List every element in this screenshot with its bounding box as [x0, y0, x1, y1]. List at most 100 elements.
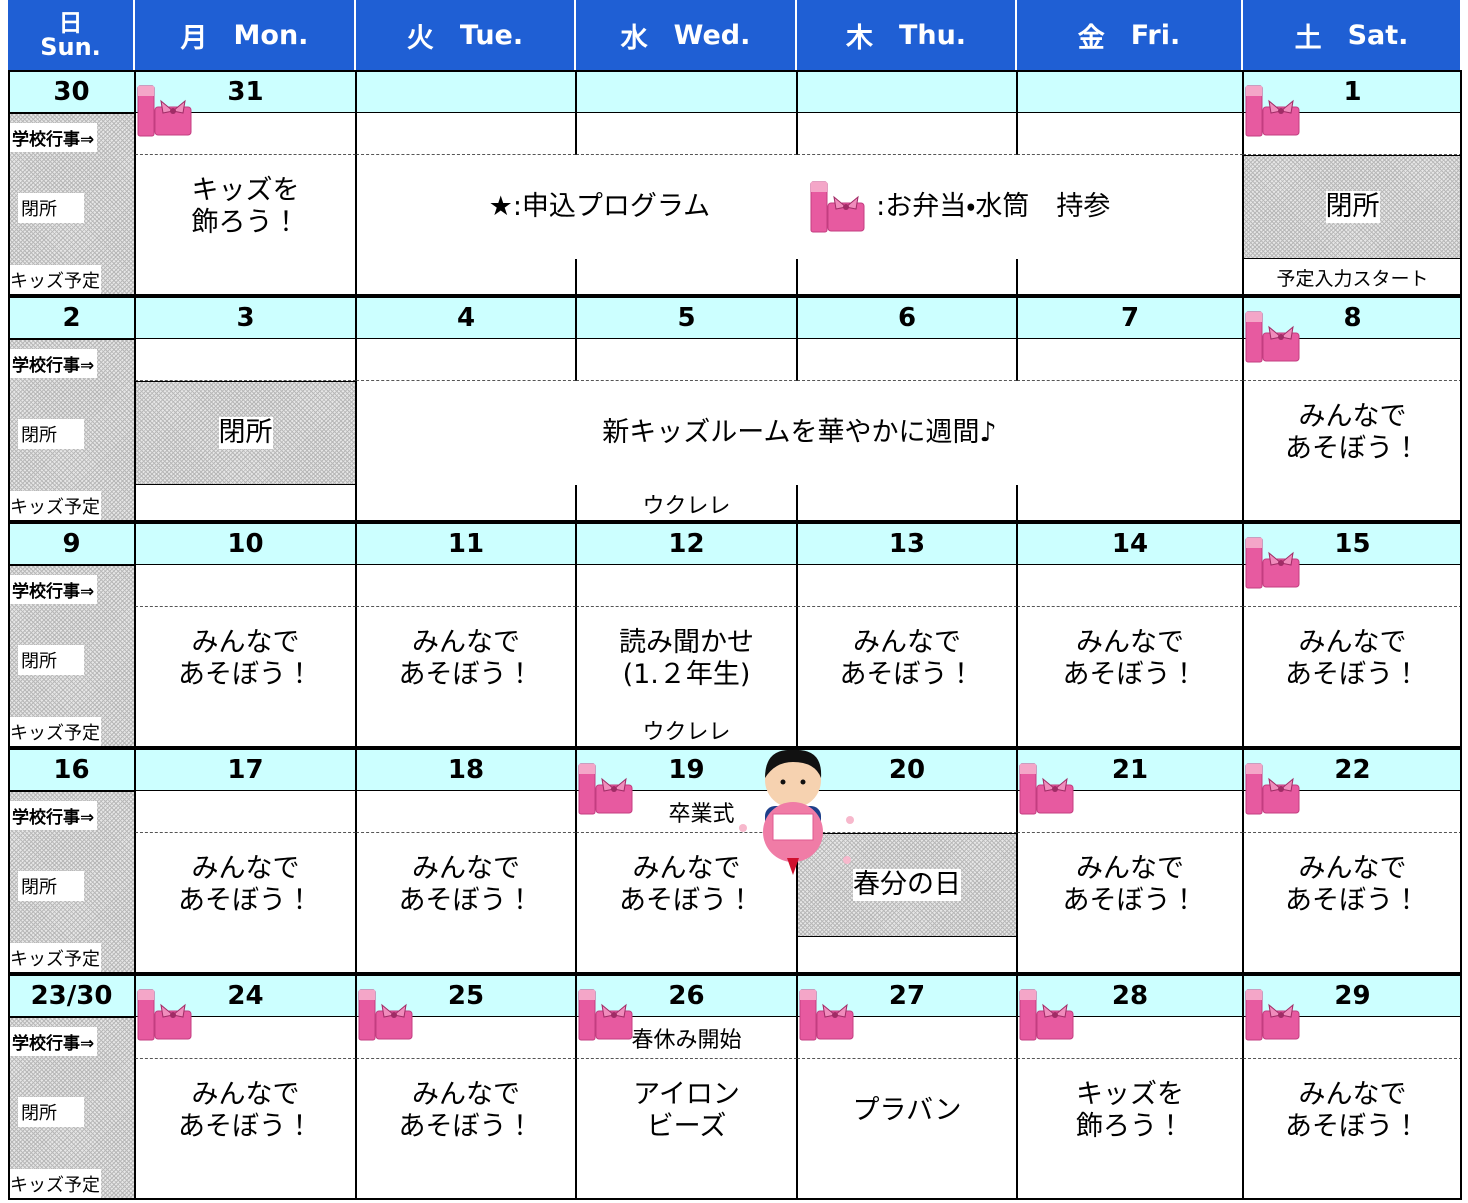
activity-cell: みんなで あそぼう！	[1017, 833, 1243, 937]
activity-cell: みんなで あそぼう！	[356, 1059, 576, 1163]
activity: みんなで あそぼう！	[619, 852, 754, 916]
closed-label: 閉所	[18, 645, 84, 675]
date: 22	[1334, 754, 1371, 785]
kids-cell: 予定入力スタート	[1243, 259, 1462, 296]
school-cell	[135, 791, 356, 833]
school-cell	[797, 565, 1017, 607]
activity: みんなで あそぼう！	[398, 852, 534, 916]
school-cell	[135, 339, 356, 381]
kids-cell: ウクレレ	[576, 711, 797, 748]
kids-cell	[356, 485, 576, 522]
date-cell: 14	[1017, 522, 1243, 565]
date-cell: 12	[576, 522, 797, 565]
date-cell: 17	[135, 748, 356, 791]
kids-label: キッズ予定	[9, 943, 101, 973]
activity: みんなで あそぼう！	[1062, 852, 1198, 916]
date: 13	[888, 528, 926, 559]
date-cell	[797, 70, 1017, 113]
date: 26	[668, 980, 705, 1011]
day-kanji: 土	[1294, 22, 1322, 54]
activity: キッズを 飾ろう！	[191, 174, 300, 238]
activity: キッズを 飾ろう！	[1076, 1078, 1184, 1142]
day-english: Thu.	[898, 19, 967, 51]
school-cell	[576, 339, 797, 381]
date-cell: 2	[8, 296, 135, 339]
bento-icon	[1245, 311, 1301, 363]
closed-label: 閉所	[18, 871, 84, 901]
bento-icon	[578, 763, 634, 815]
date-cell: 13	[797, 522, 1017, 565]
kids-cell: ウクレレ	[576, 485, 797, 522]
day-kanji: 火	[406, 22, 434, 54]
day-kanji: 水	[620, 22, 648, 54]
date: 11	[447, 528, 485, 559]
kids-label: キッズ予定	[9, 265, 101, 295]
date: 30	[53, 76, 90, 107]
date-cell: 6	[797, 296, 1017, 339]
kids-cell	[1017, 711, 1243, 748]
date-cell: 11	[356, 522, 576, 565]
bento-icon	[1245, 989, 1301, 1041]
activity: みんなで あそぼう！	[178, 852, 313, 916]
kids-cell	[135, 1163, 356, 1200]
date: 23/30	[30, 980, 113, 1011]
day-english: Sat.	[1347, 19, 1409, 51]
kids-cell	[1017, 485, 1243, 522]
activity-cell: プラバン	[797, 1059, 1017, 1163]
activity-cell: みんなで あそぼう！	[356, 607, 576, 711]
kids-cell	[135, 485, 356, 522]
date: 12	[668, 528, 705, 559]
kids-cell	[356, 1163, 576, 1200]
school-event: 春休み開始	[631, 1027, 742, 1053]
legend-program: ★:申込プログラム	[488, 190, 711, 222]
school-event: 卒業式	[668, 801, 735, 827]
school-cell	[356, 339, 576, 381]
bento-icon	[1245, 537, 1301, 589]
day-header: 土 Sat.	[1243, 0, 1462, 70]
kids-cell	[135, 937, 356, 974]
day-header: 火 Tue.	[356, 0, 576, 70]
bento-icon	[1245, 85, 1301, 137]
activity-cell: みんなで あそぼう！	[135, 607, 356, 711]
bento-icon	[137, 989, 193, 1041]
activity-cell: 読み聞かせ (1.２年生)	[576, 607, 797, 711]
day-english: Mon.	[233, 19, 309, 51]
date-cell: 27	[797, 974, 1017, 1017]
day-header: 水 Wed.	[576, 0, 797, 70]
date-cell: 9	[8, 522, 135, 565]
activity-cell: みんなで あそぼう！	[1243, 833, 1462, 937]
closed-label: 閉所	[18, 419, 84, 449]
day-english: Wed.	[673, 19, 751, 51]
activity-cell: 春分の日	[797, 833, 1017, 937]
date-cell: 8	[1243, 296, 1462, 339]
date-cell: 7	[1017, 296, 1243, 339]
date: 16	[53, 754, 90, 785]
school-cell	[356, 113, 576, 155]
kids-label: キッズ予定	[9, 491, 101, 521]
activity-cell: みんなで あそぼう！	[1017, 607, 1243, 711]
date: 24	[227, 980, 264, 1011]
bento-icon	[1019, 763, 1075, 815]
date-cell: 26	[576, 974, 797, 1017]
kids-cell	[1243, 485, 1462, 522]
bento-icon	[1245, 763, 1301, 815]
school-cell	[1017, 565, 1243, 607]
school-cell	[576, 565, 797, 607]
kids-cell	[797, 259, 1017, 296]
bento-icon	[578, 989, 634, 1041]
kids-cell	[1017, 1163, 1243, 1200]
activity: 春分の日	[853, 868, 961, 902]
date: 20	[888, 754, 926, 785]
activity: みんなで あそぼう！	[1285, 626, 1420, 690]
activity-cell: みんなで あそぼう！	[1243, 1059, 1462, 1163]
kids-cell	[576, 259, 797, 296]
closed-label: 閉所	[18, 1097, 84, 1127]
kids-label: キッズ予定	[9, 1169, 101, 1199]
activity-cell: みんなで あそぼう！	[797, 607, 1017, 711]
date: 5	[677, 302, 696, 333]
date-cell: 4	[356, 296, 576, 339]
date-cell: 5	[576, 296, 797, 339]
date: 2	[62, 302, 81, 333]
date-cell: 1	[1243, 70, 1462, 113]
